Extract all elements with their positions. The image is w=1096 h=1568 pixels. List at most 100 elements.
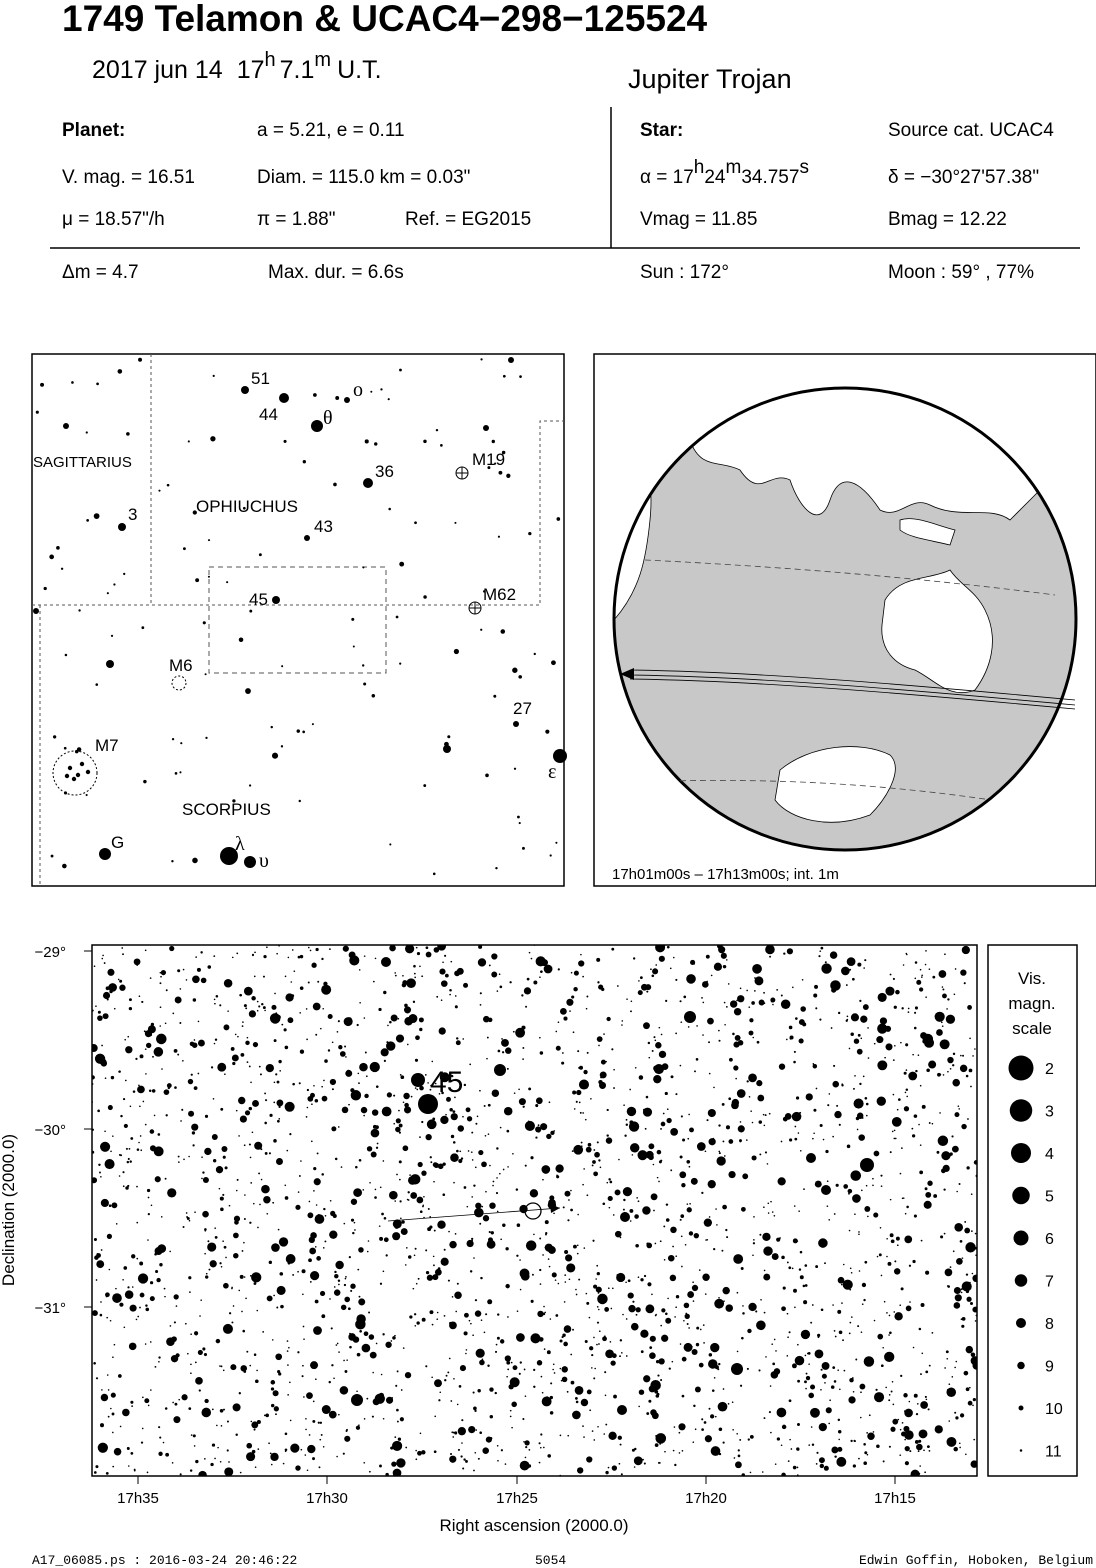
- star: [908, 1264, 912, 1267]
- star: [238, 1289, 241, 1292]
- star: [299, 1012, 302, 1014]
- star: [645, 1304, 655, 1314]
- star: [540, 959, 548, 967]
- star: [683, 1319, 685, 1322]
- star: [668, 1367, 671, 1370]
- star: [963, 982, 966, 985]
- star: [751, 1001, 755, 1005]
- star: [392, 1232, 401, 1241]
- star: [566, 1263, 576, 1273]
- star: [366, 1146, 373, 1152]
- star: [419, 1027, 423, 1032]
- star: [863, 967, 865, 969]
- star: [155, 1270, 158, 1272]
- star: [858, 1233, 860, 1236]
- star: [508, 357, 514, 363]
- star: [110, 1392, 116, 1398]
- star: [350, 1283, 356, 1289]
- star: [559, 1007, 567, 1015]
- star: [763, 1311, 766, 1314]
- star: [478, 1149, 484, 1156]
- star: [973, 1160, 977, 1165]
- star: [474, 1299, 478, 1302]
- star: [799, 1111, 802, 1114]
- star: [393, 1122, 396, 1125]
- star: [679, 1000, 682, 1003]
- star: [613, 1394, 617, 1399]
- star: [422, 1205, 424, 1208]
- star: [553, 1372, 556, 1374]
- star: [556, 517, 561, 521]
- star: [382, 1160, 385, 1162]
- star-label: υ: [259, 850, 269, 872]
- star: [925, 1370, 929, 1374]
- star: [368, 1334, 375, 1340]
- star: [429, 1310, 434, 1315]
- star: [344, 1296, 351, 1303]
- star: [118, 1175, 121, 1177]
- star: [268, 1260, 273, 1264]
- star: [541, 1337, 544, 1340]
- star: [820, 1388, 822, 1391]
- star: [419, 1136, 421, 1139]
- star: [873, 1392, 885, 1403]
- star: [234, 1033, 237, 1036]
- star: [269, 1013, 281, 1024]
- star: [405, 1247, 408, 1249]
- star: [804, 1264, 808, 1267]
- star: [172, 1401, 174, 1404]
- star: [307, 946, 310, 949]
- star: [612, 1287, 614, 1290]
- star: [894, 1137, 897, 1140]
- star: [329, 1200, 332, 1202]
- star: [753, 1239, 755, 1241]
- star: [554, 1279, 557, 1281]
- star: [967, 1400, 973, 1406]
- star: [431, 1323, 434, 1326]
- star: [859, 1082, 862, 1086]
- star: [128, 998, 132, 1002]
- star: [496, 1147, 499, 1150]
- star: [231, 1287, 233, 1290]
- tick: [84, 950, 896, 1484]
- star: [639, 976, 643, 980]
- star: [694, 1386, 701, 1393]
- star: [621, 1024, 623, 1026]
- star: [586, 1301, 590, 1305]
- star: [619, 1355, 621, 1358]
- star: [308, 1434, 311, 1436]
- star: [971, 1272, 974, 1275]
- star: [195, 956, 197, 958]
- star: [628, 1304, 636, 1313]
- star: [959, 1064, 968, 1073]
- star: [482, 590, 486, 593]
- star: [259, 1073, 262, 1076]
- star: [399, 1178, 401, 1181]
- star: [773, 1368, 781, 1375]
- star: [598, 1308, 600, 1311]
- star: [541, 1391, 544, 1394]
- star: [316, 1256, 321, 1261]
- star: [308, 1200, 311, 1203]
- star: [404, 1264, 407, 1266]
- star: [284, 1448, 288, 1452]
- star: [786, 1355, 789, 1357]
- star: [864, 1096, 868, 1100]
- star: [961, 1316, 966, 1321]
- star: [642, 1107, 653, 1117]
- star: [762, 1232, 771, 1242]
- star: [951, 1376, 954, 1378]
- star: [177, 969, 181, 973]
- star: [618, 1462, 621, 1465]
- star: [297, 1191, 300, 1193]
- star: [277, 1228, 280, 1231]
- x-tick-label: 17h30: [306, 1490, 348, 1507]
- orbit: a = 5.21, e = 0.11: [257, 120, 405, 141]
- star: [739, 1438, 742, 1441]
- star: [904, 1438, 906, 1441]
- star: [616, 1274, 619, 1276]
- star: [525, 1005, 528, 1008]
- star: [914, 1011, 917, 1014]
- star: [951, 1145, 959, 1153]
- star: [519, 1259, 521, 1261]
